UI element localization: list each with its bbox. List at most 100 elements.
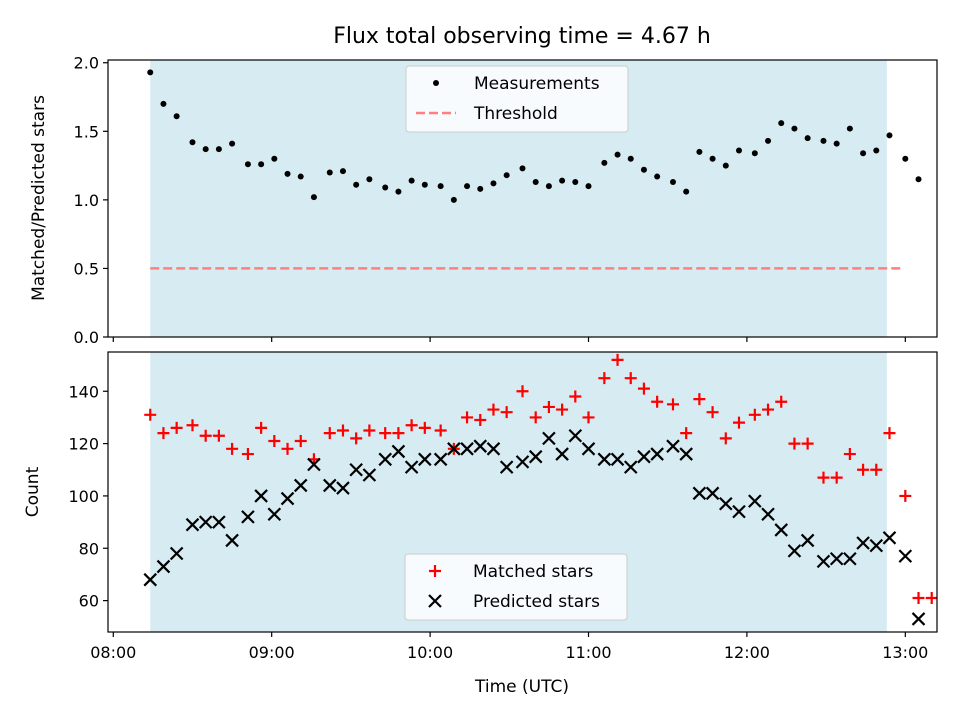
- ratio-measurements-point: [437, 183, 444, 190]
- ratio-measurements-point: [297, 173, 304, 180]
- count-predicted-stars-point: [515, 455, 530, 469]
- ratio-measurements-point: [873, 147, 880, 154]
- ratio-measurements-point: [408, 177, 415, 184]
- count-matched-stars-point: [912, 591, 925, 604]
- count-predicted-stars-point: [433, 452, 448, 467]
- count-matched-stars-point: [363, 424, 376, 437]
- count-predicted-stars-point: [898, 549, 913, 563]
- ratio-measurements-point: [189, 139, 196, 146]
- count-predicted-stars-point: [391, 444, 406, 459]
- ratio-measurements-point: [751, 150, 758, 157]
- count-predicted-stars-point: [856, 536, 870, 550]
- count-predicted-stars-point: [378, 452, 392, 467]
- ratio-measurements-point: [846, 125, 853, 132]
- count-matched-stars-point: [379, 427, 392, 440]
- ratio-measurements-point: [545, 183, 552, 190]
- count-y-tick-label: 140: [68, 382, 99, 401]
- count-predicted-stars-point: [800, 533, 815, 548]
- count-predicted-stars-point: [869, 538, 884, 553]
- ratio-measurements-point: [886, 132, 893, 139]
- ratio-measurements-point: [160, 100, 167, 107]
- count-matched-stars-point: [870, 463, 883, 476]
- ratio-measurements-point: [310, 194, 317, 201]
- count-matched-stars-point: [405, 419, 418, 432]
- count-predicted-stars-point: [623, 460, 638, 474]
- count-legend-marker: [428, 594, 442, 608]
- count-predicted-stars-point: [719, 496, 733, 511]
- ratio-measurements-point: [572, 179, 579, 186]
- count-matched-stars-point: [801, 437, 814, 450]
- count-predicted-stars-point: [555, 447, 569, 461]
- count-predicted-stars-point: [404, 460, 419, 474]
- count-matched-stars-point: [817, 471, 830, 484]
- count-predicted-stars-point: [542, 431, 556, 446]
- count-predicted-stars-point: [597, 452, 612, 467]
- ratio-measurements-point: [421, 181, 428, 188]
- count-predicted-stars-point: [307, 457, 321, 472]
- count-predicted-stars-point: [362, 468, 377, 482]
- ratio-measurements-point: [614, 151, 621, 158]
- ratio-legend-label: Threshold: [473, 104, 558, 124]
- count-matched-stars-point: [680, 427, 693, 440]
- ratio-measurements-point: [258, 161, 265, 168]
- count-matched-stars-point: [693, 393, 706, 406]
- count-predicted-stars-point: [610, 452, 625, 467]
- count-matched-stars-point: [719, 432, 732, 445]
- count-matched-stars-point: [500, 406, 513, 419]
- count-matched-stars-point: [350, 432, 363, 445]
- count-axes-frame: [107, 351, 938, 633]
- ratio-measurements-point: [833, 140, 840, 147]
- count-predicted-stars-point: [473, 439, 488, 453]
- ratio-measurements-point: [326, 169, 333, 176]
- ratio-measurements-point: [202, 146, 209, 153]
- ratio-measurements-point: [339, 168, 346, 175]
- ratio-measurements-point: [915, 176, 922, 183]
- chart-title: Flux total observing time = 4.67 h: [333, 24, 711, 49]
- ratio-measurements-point: [654, 173, 661, 180]
- count-matched-stars-point: [529, 411, 542, 424]
- ratio-measurements-point: [490, 180, 497, 187]
- count-legend: Matched stars Predicted stars: [404, 553, 628, 621]
- count-predicted-stars-point: [293, 478, 308, 493]
- ratio-measurements-point: [229, 140, 236, 147]
- count-panel: 60 80 100 120 140 08:00 09:00 10:00 11:00 12:00 13…: [68, 351, 938, 662]
- x-axis-label: Time (UTC): [474, 677, 569, 697]
- count-matched-stars-point: [925, 591, 937, 604]
- count-matched-stars-point: [748, 408, 761, 421]
- count-matched-stars-point: [255, 421, 268, 434]
- ratio-measurements-point: [366, 176, 373, 183]
- count-matched-stars-point: [706, 406, 719, 419]
- count-matched-stars-point: [170, 421, 183, 434]
- count-matched-stars-point: [392, 427, 405, 440]
- count-x-tick-label: 11:00: [565, 643, 611, 662]
- ratio-measurements-point: [382, 184, 389, 191]
- count-y-tick-label: 100: [68, 487, 99, 506]
- count-predicted-stars-point: [761, 507, 775, 522]
- ratio-y-tick-label: 0.5: [74, 259, 99, 278]
- ratio-measurements-point: [765, 137, 772, 144]
- count-matched-stars-point: [281, 442, 294, 455]
- count-x-tick-label: 12:00: [724, 643, 770, 662]
- ratio-legend-label: Measurements: [474, 74, 600, 94]
- count-predicted-stars-point: [322, 478, 337, 493]
- ratio-measurements-point: [627, 155, 634, 162]
- ratio-measurements-point: [519, 165, 526, 172]
- count-matched-stars-point: [212, 429, 225, 442]
- ratio-measurements-point: [271, 155, 278, 162]
- count-matched-stars-point: [434, 424, 447, 437]
- count-predicted-stars-point: [156, 559, 171, 574]
- ratio-measurements-point: [722, 162, 729, 169]
- count-predicted-stars-point: [418, 452, 432, 467]
- ratio-measurements-point: [735, 147, 742, 154]
- ratio-measurements-point: [532, 179, 539, 186]
- count-legend-box: [404, 553, 628, 621]
- count-plot-area: [143, 353, 937, 626]
- ratio-measurements-point: [147, 69, 154, 76]
- count-predicted-stars-point: [679, 447, 693, 461]
- count-predicted-stars-point: [816, 554, 831, 569]
- count-predicted-stars-point: [666, 439, 680, 453]
- count-predicted-stars-point: [637, 449, 651, 464]
- count-y-axis-label: Count: [23, 466, 43, 517]
- ratio-measurements-point: [696, 148, 703, 155]
- count-matched-stars-point: [186, 419, 199, 432]
